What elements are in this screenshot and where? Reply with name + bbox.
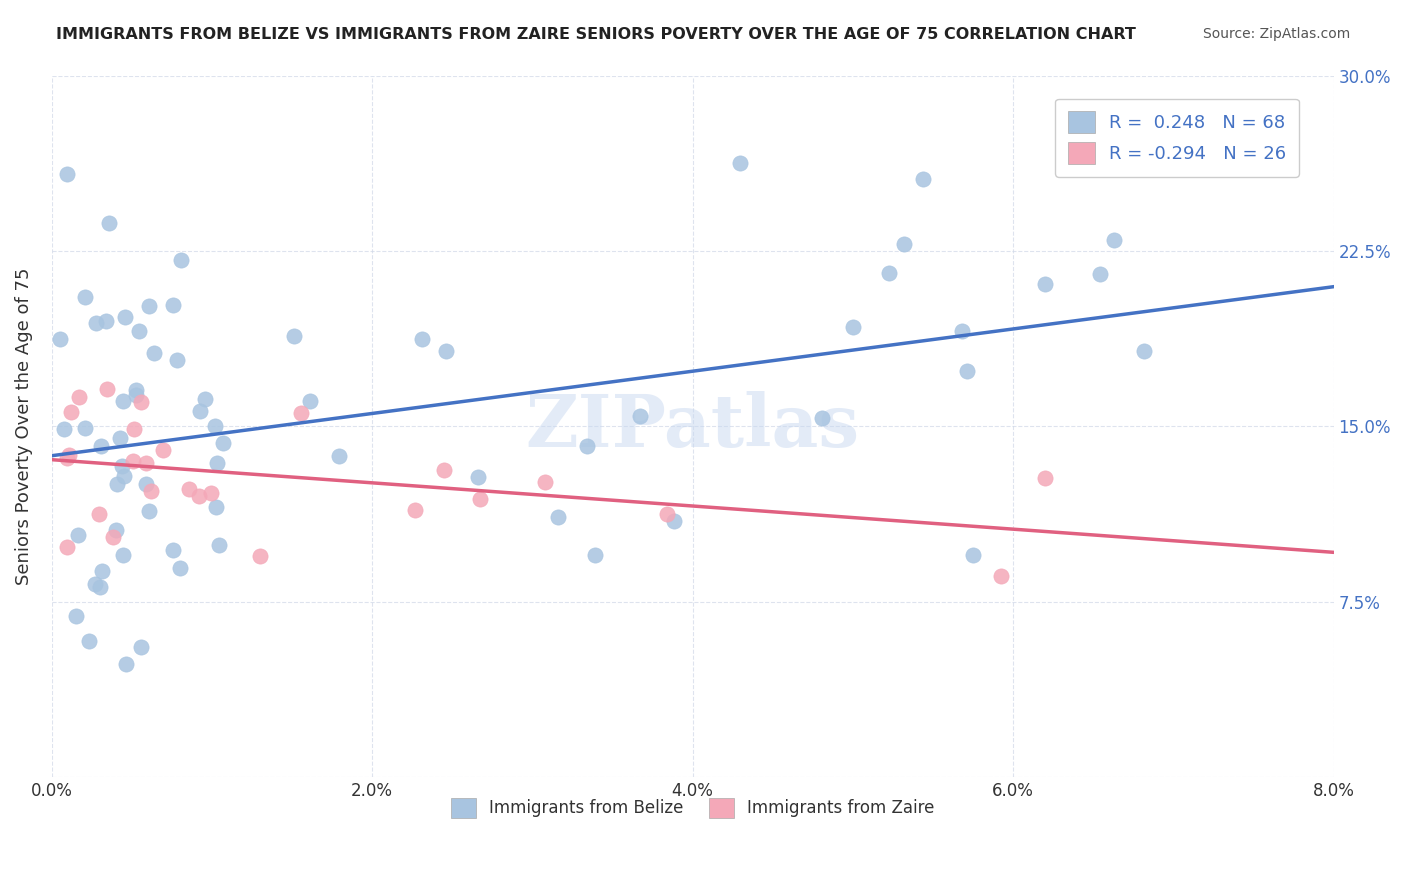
Point [114, 657, 136, 672]
Point [152, 443, 174, 458]
Point [122, 454, 145, 468]
Point [1033, 277, 1056, 291]
Point [104, 523, 127, 537]
Point [112, 469, 135, 483]
Point [200, 485, 222, 500]
Point [65, 608, 87, 623]
Point [77, 634, 100, 648]
Point [98, 216, 121, 230]
Point [114, 310, 136, 325]
Point [1090, 268, 1112, 282]
Text: ZIPatlas: ZIPatlas [526, 391, 859, 462]
Point [56, 168, 79, 182]
Point [53, 422, 76, 436]
Point [1132, 344, 1154, 359]
Point [122, 422, 145, 436]
Point [129, 640, 152, 655]
Point [188, 404, 211, 418]
Point [111, 549, 134, 563]
Text: IMMIGRANTS FROM BELIZE VS IMMIGRANTS FROM ZAIRE SENIORS POVERTY OVER THE AGE OF : IMMIGRANTS FROM BELIZE VS IMMIGRANTS FRO… [56, 27, 1136, 42]
Point [411, 332, 433, 346]
Point [290, 406, 312, 420]
Point [49, 332, 72, 346]
Point [143, 345, 166, 359]
Point [187, 489, 209, 503]
Point [990, 569, 1012, 583]
Point [208, 539, 231, 553]
Point [283, 329, 305, 343]
Point [86, 317, 108, 331]
Point [205, 457, 228, 471]
Point [841, 319, 863, 334]
Point [177, 483, 200, 497]
Point [298, 393, 321, 408]
Point [193, 392, 215, 406]
Point [811, 410, 834, 425]
Point [205, 500, 228, 515]
Point [434, 344, 457, 359]
Point [664, 514, 686, 528]
Point [1104, 233, 1126, 247]
Point [728, 156, 751, 170]
Point [170, 252, 193, 267]
Point [94, 314, 117, 328]
Point [56, 450, 79, 465]
Point [111, 394, 134, 409]
Point [169, 561, 191, 575]
Point [1035, 471, 1057, 485]
Point [962, 548, 984, 562]
Point [111, 458, 134, 473]
Point [162, 542, 184, 557]
Point [101, 531, 124, 545]
Point [547, 509, 569, 524]
Point [328, 449, 350, 463]
Point [89, 581, 111, 595]
Point [73, 290, 96, 304]
Point [87, 507, 110, 521]
Point [655, 507, 678, 521]
Point [575, 439, 598, 453]
Point [125, 388, 148, 402]
Point [110, 431, 132, 445]
Point [67, 390, 90, 404]
Point [73, 421, 96, 435]
Point [204, 418, 226, 433]
Point [59, 405, 82, 419]
Point [956, 364, 979, 378]
Point [166, 353, 188, 368]
Point [66, 527, 89, 541]
Point [90, 564, 112, 578]
Point [141, 483, 163, 498]
Point [950, 324, 973, 338]
Point [628, 409, 651, 423]
Point [911, 171, 934, 186]
Point [56, 540, 79, 554]
Point [467, 470, 489, 484]
Point [135, 476, 157, 491]
Point [138, 504, 160, 518]
Point [84, 577, 107, 591]
Y-axis label: Seniors Poverty Over the Age of 75: Seniors Poverty Over the Age of 75 [15, 268, 32, 585]
Point [470, 492, 492, 507]
Point [128, 324, 150, 338]
Point [433, 462, 456, 476]
Point [58, 448, 80, 462]
Point [105, 477, 128, 491]
Point [162, 298, 184, 312]
Point [129, 395, 152, 409]
Point [212, 435, 235, 450]
Point [534, 475, 557, 489]
Point [125, 384, 148, 398]
Point [877, 266, 900, 280]
Legend: Immigrants from Belize, Immigrants from Zaire: Immigrants from Belize, Immigrants from … [444, 791, 941, 824]
Text: Source: ZipAtlas.com: Source: ZipAtlas.com [1202, 27, 1350, 41]
Point [96, 382, 118, 396]
Point [404, 503, 426, 517]
Point [135, 456, 157, 470]
Point [583, 548, 606, 562]
Point [138, 299, 160, 313]
Point [249, 549, 271, 563]
Point [90, 440, 112, 454]
Point [893, 236, 915, 251]
